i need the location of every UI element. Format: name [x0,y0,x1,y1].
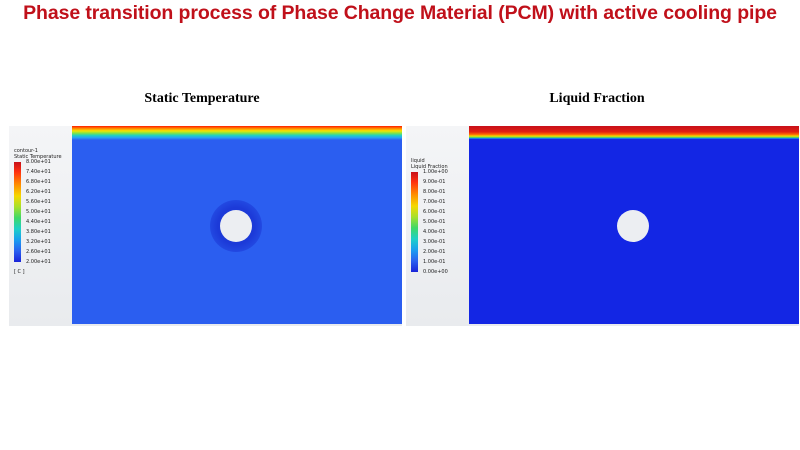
liquid-fraction-domain [469,126,799,324]
legend-tick-label: 0.00e+00 [423,269,448,275]
legend-tick-label: 5.60e+01 [26,199,51,205]
liquid-fraction-legend-name: liquid [411,158,425,164]
legend-tick-label: 5.00e+01 [26,209,51,215]
legend-tick-label: 2.00e-01 [423,249,446,255]
legend-tick-label: 6.00e-01 [423,209,446,215]
liquid-fraction-colorbar [411,172,418,272]
legend-tick-label: 4.40e+01 [26,219,51,225]
legend-tick-label: 7.00e-01 [423,199,446,205]
legend-tick-label: 7.40e+01 [26,169,51,175]
legend-tick-label: 8.00e+01 [26,159,51,165]
melted-layer [469,126,799,139]
legend-tick-label: 2.60e+01 [26,249,51,255]
liquid-fraction-legend-variable: Liquid Fraction [411,164,448,170]
temperature-domain [72,126,402,324]
temperature-hot-boundary-layer [72,126,402,140]
temperature-colorbar [14,162,21,262]
temperature-legend-name: contour-1 [14,148,38,154]
liquid-fraction-title: Liquid Fraction [549,91,645,106]
temperature-legend-unit: [ C ] [14,269,25,275]
legend-tick-label: 3.00e-01 [423,239,446,245]
legend-tick-label: 3.80e+01 [26,229,51,235]
cooling-pipe [220,210,252,242]
temperature-legend-variable: Static Temperature [14,154,62,160]
temperature-legend: contour-1 Static Temperature 8.00e+01 7.4… [14,148,62,275]
legend-tick-label: 8.00e-01 [423,189,446,195]
liquid-fraction-legend: liquid Liquid Fraction 1.00e+00 9.00e-01 8… [411,158,448,275]
legend-tick-label: 9.00e-01 [423,179,446,185]
static-temperature-title: Static Temperature [144,91,260,106]
liquid-fraction-contour-panel: liquid Liquid Fraction 1.00e+00 9.00e-01 8… [406,126,799,326]
legend-tick-label: 5.00e-01 [423,219,446,225]
cooling-pipe [617,210,649,242]
legend-tick-label: 1.00e+00 [423,169,448,175]
legend-tick-label: 6.80e+01 [26,179,51,185]
legend-tick-label: 2.00e+01 [26,259,51,265]
legend-tick-label: 4.00e-01 [423,229,446,235]
temperature-contour-panel: contour-1 Static Temperature 8.00e+01 7.4… [9,126,402,326]
legend-tick-label: 1.00e-01 [423,259,446,265]
legend-tick-label: 6.20e+01 [26,189,51,195]
main-title: Phase transition process of Phase Change… [23,2,777,24]
legend-tick-label: 3.20e+01 [26,239,51,245]
